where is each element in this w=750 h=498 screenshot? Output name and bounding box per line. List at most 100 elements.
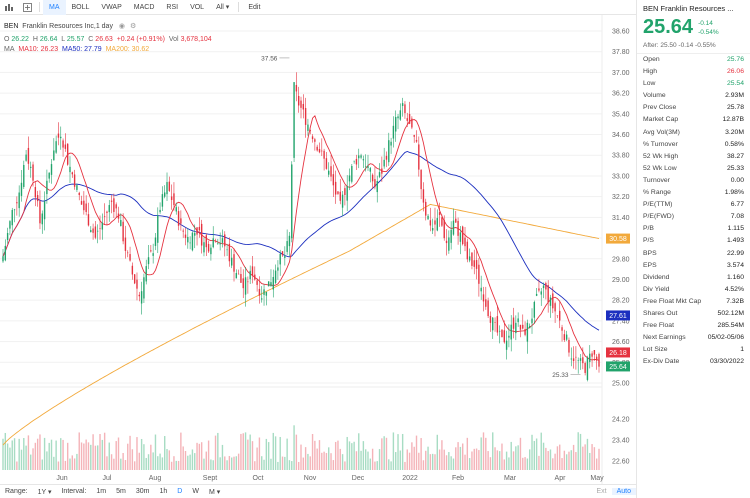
volume-bar bbox=[80, 442, 83, 470]
candle-body bbox=[445, 240, 448, 244]
stat-row: P/E(FWD) 7.08 bbox=[637, 211, 750, 223]
price-tag bbox=[606, 233, 630, 244]
candle-body bbox=[240, 274, 242, 283]
candle-body bbox=[291, 164, 293, 239]
volume-bar bbox=[55, 440, 57, 470]
stat-label: Next Earnings bbox=[643, 334, 686, 342]
price-chart[interactable]: 38.60 37.80 37.00 36.20 35.40 34.60 33.80 33.00… bbox=[0, 15, 636, 485]
tab-vwap[interactable]: VWAP bbox=[101, 3, 122, 11]
volume-bar bbox=[27, 435, 30, 470]
stat-value: 7.32B bbox=[726, 297, 744, 305]
candle-body bbox=[43, 201, 46, 220]
high-annotation: 37.56 bbox=[261, 55, 278, 62]
volume-bar bbox=[492, 432, 494, 470]
chart-type-icon[interactable] bbox=[0, 0, 18, 15]
eye-icon[interactable]: ◉ bbox=[118, 23, 126, 30]
tab-ma[interactable]: MA bbox=[43, 0, 66, 15]
y-tick-label: 38.60 bbox=[612, 29, 630, 36]
stat-row: Free Float Mkt Cap 7.32B bbox=[637, 296, 750, 308]
candle-body bbox=[501, 329, 503, 338]
stat-value: 1.115 bbox=[727, 225, 744, 233]
volume-bar bbox=[48, 442, 50, 470]
tab-macd[interactable]: MACD bbox=[133, 3, 155, 11]
volume-bar bbox=[210, 459, 212, 470]
ext-toggle[interactable]: Ext bbox=[596, 488, 607, 495]
volume-bar bbox=[41, 459, 43, 470]
y-tick-label: 32.20 bbox=[612, 194, 630, 201]
candle-body bbox=[85, 203, 87, 212]
volume-bar bbox=[471, 451, 473, 470]
candle-body bbox=[261, 298, 263, 300]
candle-body bbox=[406, 118, 408, 121]
volume-bar bbox=[339, 448, 341, 470]
tab-all-dropdown[interactable]: All ▾ bbox=[216, 3, 230, 11]
volume-bar bbox=[168, 450, 171, 470]
volume-bar bbox=[519, 437, 522, 470]
candle-body bbox=[482, 294, 485, 302]
stat-label: Prev Close bbox=[643, 104, 677, 112]
x-tick-label: Dec bbox=[352, 475, 365, 482]
interval-30m[interactable]: 30m bbox=[135, 488, 150, 495]
candle-body bbox=[503, 330, 505, 343]
tab-boll[interactable]: BOLL bbox=[71, 3, 90, 11]
compare-icon[interactable] bbox=[18, 0, 36, 15]
interval-m-dropdown[interactable]: M ▾ bbox=[208, 488, 221, 496]
candle-body bbox=[221, 238, 224, 243]
volume-bar bbox=[582, 446, 584, 470]
candle-body bbox=[18, 192, 20, 209]
candle-body bbox=[103, 216, 106, 217]
interval-1m[interactable]: 1m bbox=[96, 488, 107, 495]
range-dropdown[interactable]: 1Y ▾ bbox=[37, 488, 52, 496]
stat-label: % Range bbox=[643, 189, 671, 197]
volume-bar bbox=[131, 449, 134, 470]
volume-bar bbox=[452, 458, 455, 470]
volume-bar bbox=[565, 454, 568, 470]
price-tag-label: 25.64 bbox=[609, 364, 627, 371]
candle-body bbox=[203, 242, 205, 253]
interval-w[interactable]: W bbox=[192, 488, 199, 495]
interval-5m[interactable]: 5m bbox=[116, 488, 126, 495]
volume-bar bbox=[228, 455, 231, 470]
volume-bar bbox=[595, 458, 598, 470]
candle-body bbox=[584, 362, 586, 373]
volume-bar bbox=[267, 442, 270, 470]
volume-bar bbox=[34, 442, 37, 470]
volume-bar bbox=[445, 455, 448, 470]
price-block: 25.64 -0.14 -0.54% bbox=[637, 14, 750, 39]
candle-body bbox=[508, 335, 510, 338]
candle-body bbox=[175, 207, 177, 212]
volume-bar bbox=[505, 451, 508, 470]
candle-body bbox=[360, 155, 362, 158]
edit-button[interactable]: Edit bbox=[248, 3, 261, 11]
candle-body bbox=[307, 124, 309, 131]
stat-label: Lot Size bbox=[643, 346, 668, 354]
tab-rsi[interactable]: RSI bbox=[166, 3, 179, 11]
volume-bar bbox=[69, 458, 71, 470]
auto-toggle[interactable]: Auto bbox=[611, 488, 636, 495]
volume-bar bbox=[459, 446, 462, 470]
volume-bar bbox=[552, 458, 554, 470]
volume-bar bbox=[438, 449, 441, 470]
volume-bar bbox=[515, 446, 517, 470]
candle-body bbox=[25, 154, 27, 161]
candle-body bbox=[355, 158, 358, 165]
candle-body bbox=[97, 230, 99, 232]
candle-body bbox=[438, 212, 441, 216]
candle-body bbox=[27, 147, 30, 164]
volume-bar bbox=[341, 454, 344, 470]
candle-body bbox=[341, 194, 344, 208]
stat-value: 03/30/2022 bbox=[709, 358, 744, 366]
vol-value: 3,678,104 bbox=[180, 36, 212, 43]
volume-bar bbox=[429, 454, 432, 470]
tab-vol[interactable]: VOL bbox=[190, 3, 205, 11]
candle-body bbox=[164, 192, 166, 197]
chart-legend-title: BEN Franklin Resources Inc,1 day ◉ ⚙ bbox=[4, 22, 136, 30]
stat-row: Avg Vol(3M) 3.20M bbox=[637, 127, 750, 139]
interval-1h[interactable]: 1h bbox=[159, 488, 168, 495]
volume-bar bbox=[316, 448, 318, 470]
chart-grid bbox=[0, 15, 603, 485]
settings-icon[interactable]: ⚙ bbox=[129, 23, 137, 30]
candle-body bbox=[295, 84, 298, 92]
interval-d[interactable]: D bbox=[177, 488, 183, 495]
candle-body bbox=[50, 164, 53, 175]
